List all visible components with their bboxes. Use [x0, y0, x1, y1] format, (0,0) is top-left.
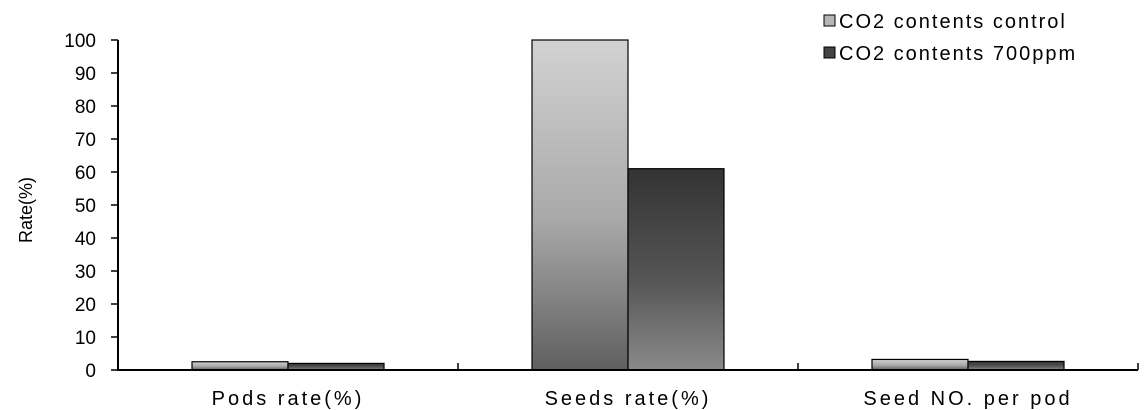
legend-label: CO2 contents control [839, 11, 1067, 33]
y-tick-label: 100 [64, 31, 96, 52]
bar-700ppm-2 [967, 360, 1065, 371]
y-tick-label: 60 [75, 163, 96, 184]
y-tick-label: 50 [75, 196, 96, 217]
bar-control-1 [531, 39, 629, 371]
legend: CO2 contents control CO2 contents 700ppm [823, 11, 1077, 65]
y-axis-ticks: 0 10 20 30 40 50 60 70 80 90 100 [64, 31, 118, 382]
legend-swatch [823, 46, 836, 59]
y-tick-label: 20 [75, 295, 96, 316]
legend-label: CO2 contents 700ppm [839, 43, 1077, 65]
axes [117, 40, 1139, 371]
category-label: Seed NO. per pod [863, 388, 1072, 410]
y-tick-label: 70 [75, 130, 96, 151]
y-tick-label: 0 [85, 361, 96, 382]
y-tick-label: 30 [75, 262, 96, 283]
y-tick-label: 80 [75, 97, 96, 118]
bars [191, 39, 1065, 371]
y-tick-label: 90 [75, 64, 96, 85]
y-axis-label: Rate(%) [16, 177, 36, 243]
bar-control-2 [871, 358, 969, 371]
y-tick-label: 40 [75, 229, 96, 250]
legend-swatch [823, 14, 836, 27]
y-tick-label: 10 [75, 328, 96, 349]
bar-700ppm-1 [627, 168, 725, 371]
bar-control-0 [191, 361, 289, 371]
category-label: Seeds rate(%) [545, 388, 712, 410]
category-label: Pods rate(%) [212, 388, 365, 410]
x-axis-labels: Pods rate(%) Seeds rate(%) Seed NO. per po… [212, 388, 1072, 410]
